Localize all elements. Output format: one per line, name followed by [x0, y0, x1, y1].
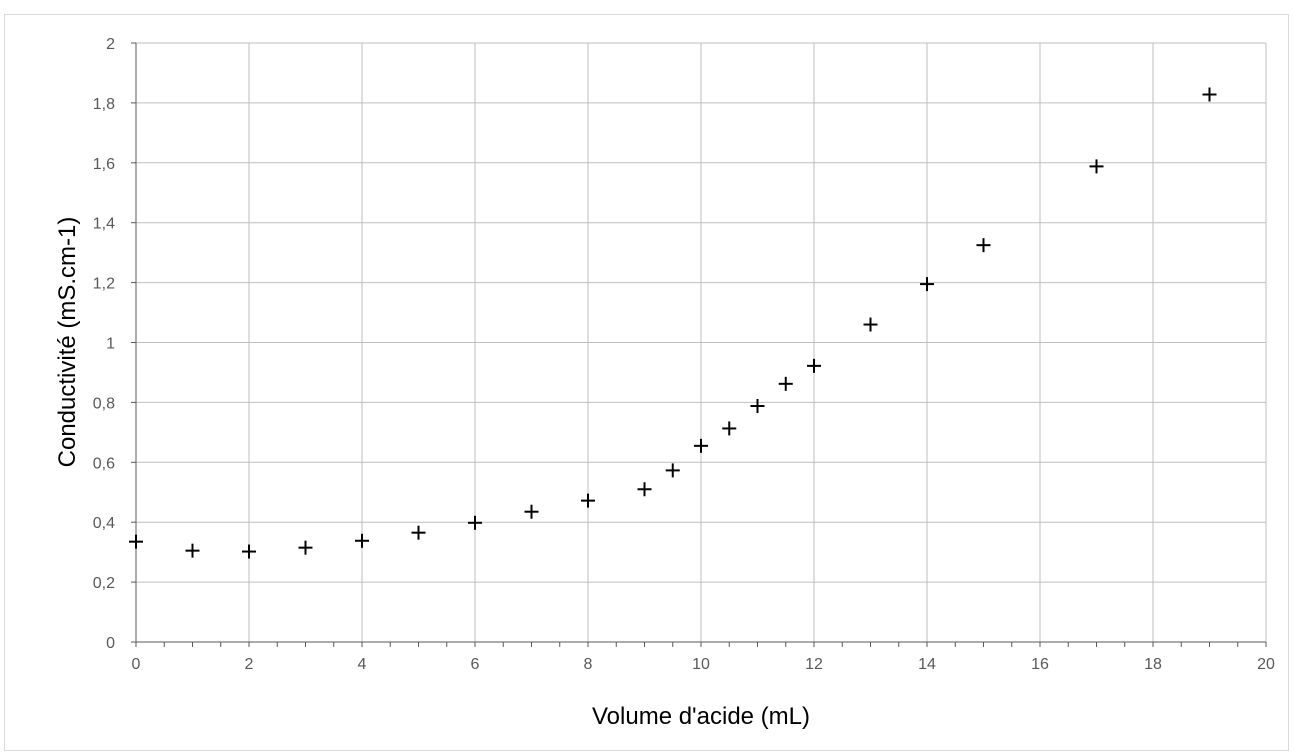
data-point: [1202, 87, 1217, 102]
data-point: [665, 463, 680, 478]
x-tick-label: 10: [692, 656, 710, 673]
y-tick-label: 0,6: [93, 455, 115, 472]
y-tick-label: 1,6: [93, 156, 115, 173]
data-point: [298, 540, 313, 555]
y-tick-label: 0: [106, 635, 115, 652]
data-point: [778, 376, 793, 391]
tick-labels: 0 2 4 6 8 10 12 14 16 18 20 0 0,2 0,4 0,6 0,8 1 1,2 1,4 1,6…: [93, 36, 1275, 673]
axes: [131, 42, 1267, 647]
y-axis-title: Conductivité (mS.cm-1): [54, 217, 81, 468]
x-tick-label: 6: [471, 656, 480, 673]
data-point: [1089, 159, 1104, 174]
data-point: [976, 238, 991, 253]
y-tick-label: 0,8: [93, 395, 115, 412]
data-point: [185, 543, 200, 558]
y-tick-label: 2: [106, 36, 115, 53]
y-tick-label: 1,4: [93, 216, 115, 233]
data-point: [863, 317, 878, 332]
data-point: [722, 421, 737, 436]
x-tick-label: 2: [245, 656, 254, 673]
data-point: [637, 482, 652, 497]
y-tick-label: 0,4: [93, 515, 115, 532]
data-point: [129, 534, 143, 549]
x-tick-label: 4: [358, 656, 367, 673]
x-tick-label: 0: [132, 656, 141, 673]
x-tick-label: 18: [1144, 656, 1162, 673]
y-tick-label: 1: [106, 336, 115, 353]
y-tick-label: 0,2: [93, 575, 115, 592]
x-tick-label: 12: [805, 656, 823, 673]
x-tick-label: 16: [1031, 656, 1049, 673]
data-point: [411, 525, 426, 540]
data-point: [750, 398, 765, 413]
data-point: [694, 438, 708, 453]
data-point: [355, 533, 369, 548]
y-tick-label: 1,8: [93, 96, 115, 113]
x-axis-title: Volume d'acide (mL): [592, 703, 810, 730]
gridlines: [136, 42, 1267, 642]
data-point: [468, 515, 482, 530]
data-point: [581, 493, 595, 508]
chart-frame: [4, 14, 1289, 751]
data-point: [807, 358, 821, 373]
x-tick-label: 20: [1257, 656, 1275, 673]
y-tick-label: 1,2: [93, 276, 115, 293]
data-point: [242, 544, 256, 559]
data-point: [920, 277, 934, 292]
x-tick-label: 8: [584, 656, 593, 673]
data-point: [524, 504, 539, 519]
data-points: [129, 87, 1217, 559]
x-tick-label: 14: [918, 656, 936, 673]
